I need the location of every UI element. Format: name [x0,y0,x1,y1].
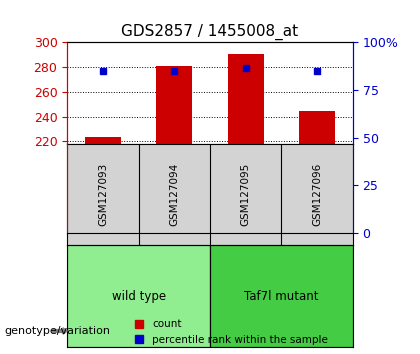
Text: GSM127093: GSM127093 [98,163,108,226]
Text: GSM127094: GSM127094 [169,163,179,226]
Bar [299,170,335,233]
Title: GDS2857 / 1455008_at: GDS2857 / 1455008_at [121,23,299,40]
Text: GSM127096: GSM127096 [312,163,322,226]
Bar [85,219,121,233]
Legend: count, percentile rank within the sample: count, percentile rank within the sample [129,315,333,349]
Text: genotype/variation: genotype/variation [4,326,110,336]
Text: wild type: wild type [112,290,165,303]
Bar [210,245,353,347]
Text: GSM127095: GSM127095 [241,163,251,226]
Text: Taf7l mutant: Taf7l mutant [244,290,319,303]
Bar [67,245,210,347]
Bar [228,63,264,233]
Bar [157,87,192,233]
